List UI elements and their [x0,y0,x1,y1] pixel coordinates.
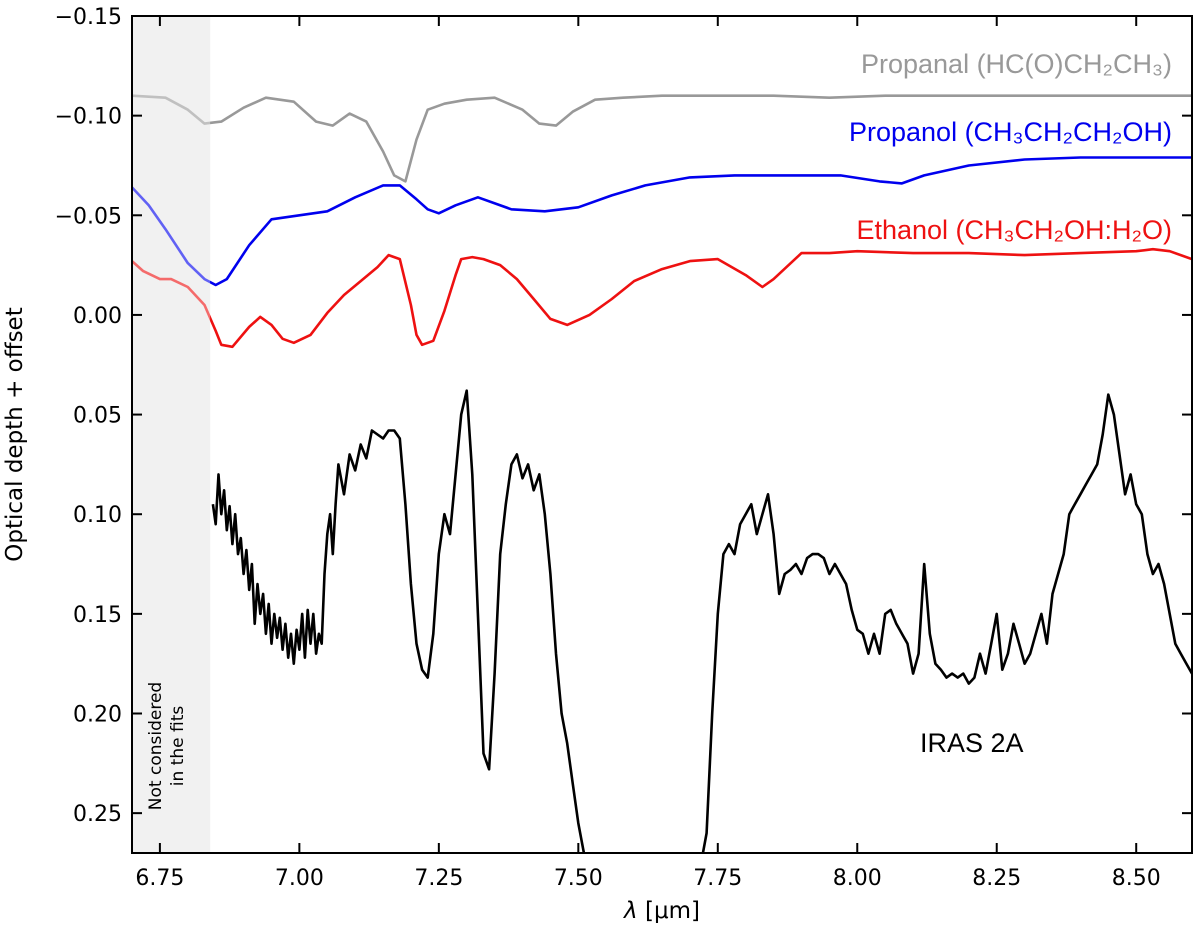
y-tick-label: −0.05 [55,204,122,229]
x-tick-label: 8.50 [1112,866,1161,891]
excluded-region-overlay [132,16,211,853]
y-tick-label: 0.05 [73,404,122,429]
legend-label-propanal: Propanal (HC(O)CH₂CH₃) [861,49,1172,79]
y-tick-label: 0.25 [73,802,122,827]
y-tick-label: 0.10 [73,503,122,528]
y-tick-label: 0.20 [73,703,122,728]
x-axis-symbol: λ [622,898,638,924]
y-tick-label: −0.10 [55,105,122,130]
x-tick-label: 7.00 [275,866,324,891]
excluded-region-label-line2: in the fits [168,706,188,787]
legend-label-ethanol: Ethanol (CH₃CH₂OH:H₂O) [856,215,1172,245]
series-line-ethanol [132,247,1192,349]
excluded-region-rect [132,16,211,853]
excluded-region [132,16,211,853]
x-tick-label: 6.75 [135,866,184,891]
series-line-propanal [132,94,1192,183]
x-axis-unit: [μm] [645,898,700,924]
annotation-iras-2a: IRAS 2A [920,728,1024,758]
legend-label-propanol: Propanol (CH₃CH₂CH₂OH) [849,117,1172,147]
excluded-region-label-line1: Not considered [146,682,166,810]
x-tick-label: 7.50 [554,866,603,891]
series-line-propanol [132,156,1192,287]
x-tick-label: 8.25 [972,866,1021,891]
series-line-iras-2a [211,389,586,853]
y-tick-label: 0.00 [73,304,122,329]
axis-ticks: 6.75 7.00 7.25 7.50 7.75 8.00 8.25 8.50 −0.15 −0.… [55,5,1192,891]
y-tick-label: 0.15 [73,603,122,628]
plot-frame [131,15,1193,854]
series-lines [132,16,1192,853]
series-line-iras-2a-cont [701,393,1192,853]
x-tick-label: 7.75 [693,866,742,891]
x-axis-title: λ [μm] [622,898,700,924]
y-tick-label: −0.15 [55,5,122,30]
y-axis-title: Optical depth + offset [2,307,28,561]
x-tick-label: 7.25 [414,866,463,891]
x-tick-label: 8.00 [833,866,882,891]
